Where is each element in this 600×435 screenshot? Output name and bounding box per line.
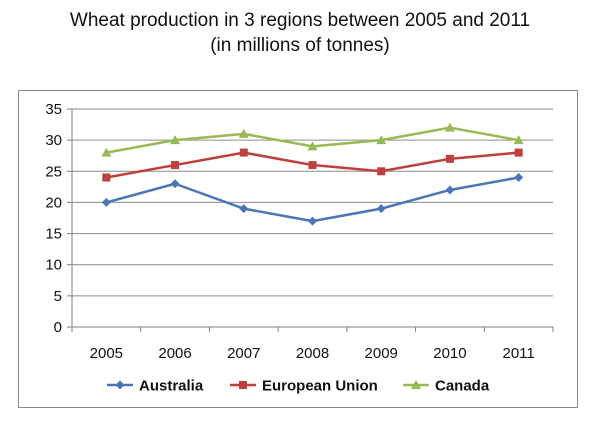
legend-marker-australia	[115, 380, 125, 390]
x-tick-label-2006: 2006	[158, 345, 191, 362]
x-tick-label-2009: 2009	[365, 345, 398, 362]
legend: Australia European Union Canada	[107, 378, 490, 395]
chart-title: Wheat production in 3 regions between 20…	[69, 10, 531, 31]
point-canada-2011	[513, 135, 524, 145]
point-canada-2008	[307, 141, 318, 151]
point-australia-2007	[239, 204, 249, 214]
point-european-union-2009	[377, 167, 386, 176]
x-axis-ticks: 2005 2006 2007 2008 2009 2010 2011	[71, 327, 554, 362]
point-european-union-2005	[102, 173, 111, 182]
point-australia-2006	[170, 179, 180, 189]
point-australia-2005	[101, 197, 111, 207]
point-australia-2009	[376, 204, 386, 214]
series-line-australia	[106, 176, 519, 223]
y-tick-label-5: 5	[54, 288, 62, 305]
point-canada-2005	[101, 147, 112, 157]
point-australia-2008	[308, 216, 317, 226]
point-european-union-2006	[171, 161, 180, 170]
y-tick-label-25: 25	[45, 163, 62, 180]
y-tick-label-35: 35	[45, 101, 62, 118]
chart-title-block: Wheat production in 3 regions between 20…	[0, 8, 600, 58]
y-tick-label-15: 15	[45, 226, 62, 243]
point-canada-2010	[444, 122, 455, 132]
legend-marker-european-union	[239, 381, 247, 389]
chart-frame	[18, 90, 578, 408]
legend-label-australia: Australia	[139, 378, 204, 395]
y-tick-label-20: 20	[45, 194, 62, 211]
point-canada-2006	[170, 135, 181, 145]
x-tick-label-2007: 2007	[227, 345, 260, 362]
y-tick-label-0: 0	[54, 319, 62, 336]
point-canada-2009	[376, 135, 387, 145]
y-axis-ticks: 0 5 10 15 20 25 30 35	[45, 101, 73, 336]
y-tick-label-10: 10	[45, 257, 62, 274]
legend-marker-canada	[411, 380, 421, 389]
x-tick-label-2005: 2005	[90, 345, 123, 362]
chart-subtitle: (in millions of tonnes)	[210, 35, 390, 56]
point-australia-2011	[514, 173, 524, 183]
legend-label-canada: Canada	[435, 378, 490, 395]
point-european-union-2010	[445, 154, 454, 163]
y-tick-label-30: 30	[45, 132, 62, 149]
gridlines	[72, 108, 553, 328]
point-european-union-2011	[514, 148, 523, 157]
point-australia-2010	[445, 185, 455, 195]
x-tick-label-2010: 2010	[433, 345, 466, 362]
x-tick-label-2011: 2011	[503, 345, 535, 362]
point-canada-2007	[238, 128, 249, 138]
point-european-union-2007	[239, 148, 248, 157]
x-tick-label-2008: 2008	[296, 345, 329, 362]
legend-label-european-union: European Union	[262, 378, 378, 395]
series-markers	[101, 122, 524, 226]
point-european-union-2008	[308, 161, 317, 170]
